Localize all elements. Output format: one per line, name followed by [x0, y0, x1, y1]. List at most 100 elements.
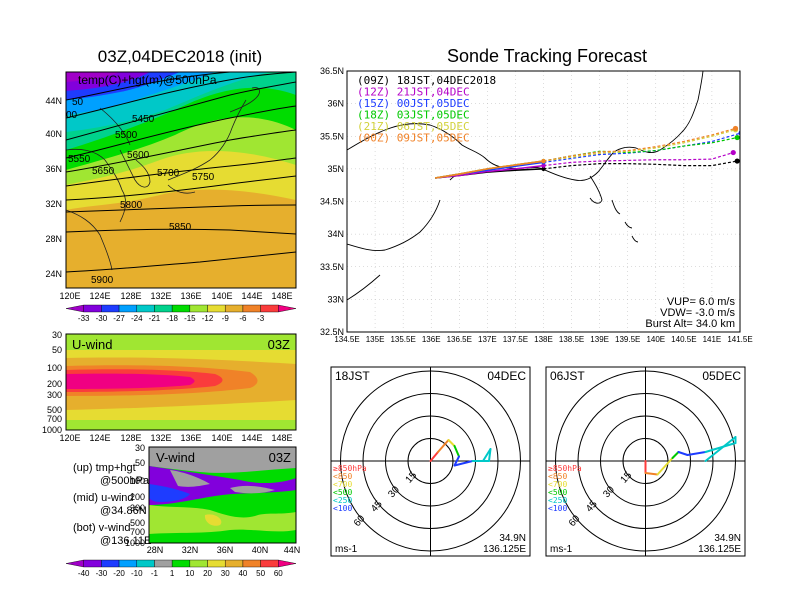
- track-endpoint: [732, 125, 739, 132]
- contour-label: 5850: [169, 222, 192, 233]
- hodo-units: ms-1: [550, 544, 573, 555]
- p-tick: 30: [52, 330, 62, 340]
- hodo-time: 06JST: [550, 369, 585, 383]
- colorbar-label: -3: [257, 314, 265, 323]
- colorbar-label: 30: [221, 569, 230, 578]
- colorbar-swatch: [136, 559, 155, 568]
- lon-tick: 132E: [150, 433, 171, 443]
- colorbar-swatch: [65, 559, 84, 568]
- p-tick: 100: [130, 476, 145, 486]
- p-tick: 100: [47, 363, 62, 373]
- v-pressure-ticks: 30 50 100 200 300 500 700 1000: [125, 443, 145, 548]
- v-wind-field: [149, 447, 296, 543]
- map-subtitle: temp(C)+hgt(m)@500hPa: [78, 73, 217, 87]
- hodograph-segment: [686, 451, 707, 456]
- track-midpoint: [541, 158, 546, 164]
- lat-tick: 32.5N: [320, 327, 344, 337]
- colorbar-label: 50: [256, 569, 265, 578]
- track-endpoint: [730, 149, 736, 156]
- p-tick: 300: [47, 390, 62, 400]
- colorbar-label: -20: [113, 569, 125, 578]
- legend-entry: (21Z) 06JST,05DEC: [357, 120, 470, 133]
- colorbar-swatch: [225, 304, 244, 313]
- lat-tick: 24N: [45, 269, 62, 279]
- track-param: Burst Alt= 34.0 km: [645, 318, 735, 330]
- track-lon-ticks: 134.5E 135E 135.5E 136E 136.5E 137E 137.5E 138E…: [334, 335, 752, 344]
- lat-tick: 36N: [327, 99, 344, 109]
- hodograph-segment: [671, 451, 680, 459]
- colorbar-swatch: [278, 559, 297, 568]
- lat-tick: 33.5N: [320, 262, 344, 272]
- legend-entry: (12Z) 21JST,04DEC: [357, 86, 470, 99]
- v-wind-title: V-wind: [156, 450, 195, 465]
- lat-tick: 36N: [217, 545, 234, 555]
- colorbar-swatch: [189, 559, 208, 568]
- colorbar-swatch: [242, 559, 261, 568]
- lon-tick: 128E: [120, 433, 141, 443]
- level-legend: <500: [548, 488, 567, 497]
- lat-tick: 40N: [45, 129, 62, 139]
- lon-tick: 148E: [271, 433, 292, 443]
- note-line: (bot) v-wind: [73, 522, 130, 534]
- colorbar-label: -33: [78, 314, 90, 323]
- colorbar-label: -6: [239, 314, 247, 323]
- colorbar-swatch: [83, 304, 102, 313]
- colorbar-swatch: [101, 304, 120, 313]
- lon-tick: 120E: [59, 291, 80, 301]
- track-endpoint: [738, 130, 740, 136]
- v-wind-time: 03Z: [269, 450, 291, 465]
- level-legend: ≥850hPa: [548, 464, 582, 473]
- level-legend: <850: [548, 472, 567, 481]
- lon-tick: 140E: [211, 433, 232, 443]
- contour-label: 5800: [120, 200, 143, 211]
- hodograph-segment: [453, 455, 460, 467]
- colorbar-label: -30: [96, 314, 108, 323]
- level-legend: <250: [548, 496, 567, 505]
- lon-tick: 134.5E: [334, 335, 359, 344]
- hodo-units: ms-1: [335, 544, 358, 555]
- colorbar-label: -21: [149, 314, 161, 323]
- colorbar-label: 60: [274, 569, 283, 578]
- level-legend: <250: [333, 496, 352, 505]
- lon-tick: 124E: [89, 291, 110, 301]
- track-title: Sonde Tracking Forecast: [447, 46, 647, 66]
- colorbar-label: 40: [238, 569, 247, 578]
- contour-label: 5750: [192, 172, 215, 183]
- hodo-lat: 34.9N: [499, 533, 526, 544]
- lon-tick: 136E: [180, 433, 201, 443]
- hodo-date: 05DEC: [702, 369, 741, 383]
- note-line: @34.86N: [100, 505, 147, 517]
- track-legend: (09Z) 18JST,04DEC2018(12Z) 21JST,04DEC(1…: [357, 74, 496, 145]
- lon-tick: 136.5E: [447, 335, 472, 344]
- lat-tick: 40N: [252, 545, 269, 555]
- p-tick: 1000: [42, 425, 62, 435]
- colorbar-swatch: [83, 559, 102, 568]
- p-tick: 1000: [125, 538, 145, 548]
- colorbar-swatch: [260, 559, 279, 568]
- colorbar-label: -10: [131, 569, 143, 578]
- track-line-forecast: [543, 160, 738, 170]
- lat-tick: 35N: [327, 164, 344, 174]
- p-tick: 300: [130, 503, 145, 513]
- lat-tick: 35.5N: [320, 131, 344, 141]
- lat-tick: 34.5N: [320, 197, 344, 207]
- colorbar-swatch: [171, 559, 191, 568]
- p-tick: 50: [52, 345, 62, 355]
- p-tick: 500: [47, 405, 62, 415]
- legend-entry: (15Z) 00JST,05DEC: [357, 97, 470, 110]
- contour-label: 50: [72, 97, 84, 108]
- lat-tick: 36N: [45, 164, 62, 174]
- lon-tick: 140E: [646, 335, 665, 344]
- colorbar-swatch: [118, 304, 137, 313]
- lon-tick: 148E: [271, 291, 292, 301]
- colorbar-label: -30: [96, 569, 108, 578]
- level-legend: ≥850hPa: [333, 464, 367, 473]
- note-line: (mid) u-wind: [73, 492, 134, 504]
- lon-tick: 144E: [241, 291, 262, 301]
- colorbar-swatch: [225, 559, 244, 568]
- colorbar-label: 20: [203, 569, 212, 578]
- colorbar-label: -24: [131, 314, 143, 323]
- p-tick: 30: [135, 443, 145, 453]
